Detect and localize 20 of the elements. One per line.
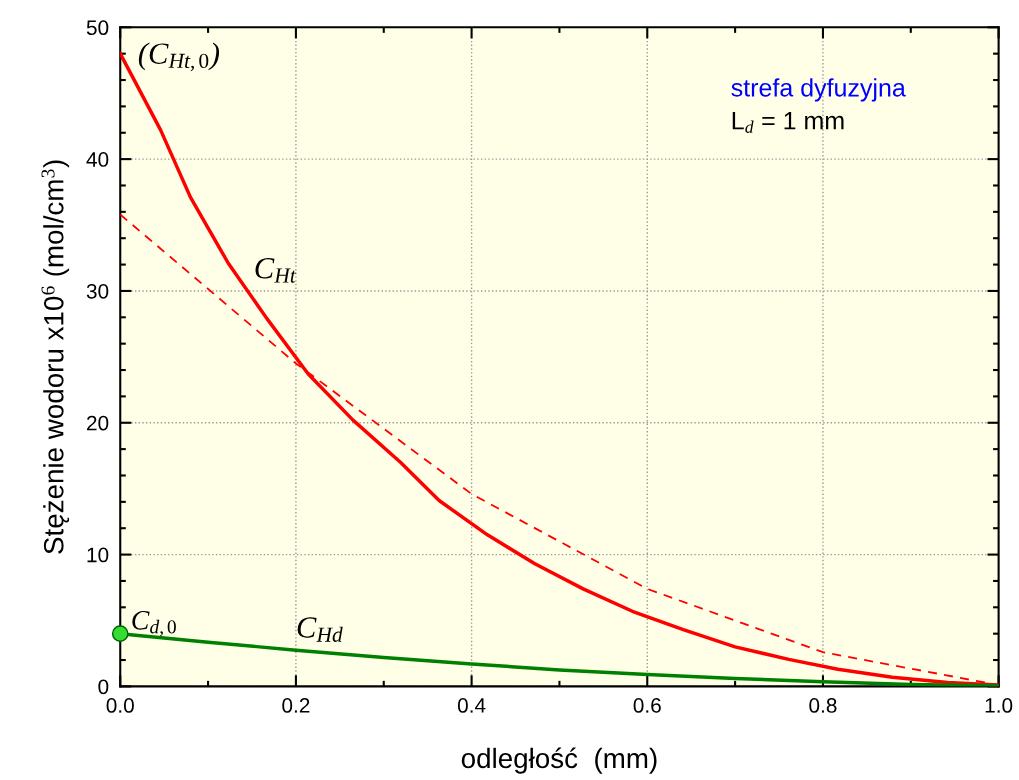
annotation: (C$_{Ht,0}$)	[138, 42, 220, 72]
annotation: L$_{d}$ = 1 mm	[732, 112, 844, 133]
x-axis-title: odległość (mm)	[461, 747, 657, 774]
y-tick-label: 40	[86, 152, 109, 167]
annotation: C$_{d,0}$	[132, 611, 176, 637]
x-tick-label: 0.8	[809, 698, 837, 713]
y-tick-label: 0	[98, 679, 109, 695]
x-tick-label: 0.4	[457, 698, 486, 713]
annotation: C$_{Ht}$	[255, 258, 297, 283]
x-tick-label: 0.6	[633, 698, 661, 713]
x-tick-label: 0.2	[282, 698, 310, 713]
y-tick-label: 30	[86, 283, 109, 299]
y-axis-title: Stężenie wodoru x10$^{6}$ (mol/cm$^{3}$)	[41, 160, 70, 554]
y-tick-label: 10	[87, 547, 109, 563]
x-tick-label: 0.0	[106, 698, 134, 713]
x-tick-label: 1.0	[985, 698, 1013, 713]
y-tick-label: 20	[87, 415, 109, 431]
y-tick-label: 50	[86, 20, 109, 36]
annotation: strefa dyfuzyjna	[731, 78, 906, 102]
annotation: C$_{Hd}$	[297, 617, 343, 642]
